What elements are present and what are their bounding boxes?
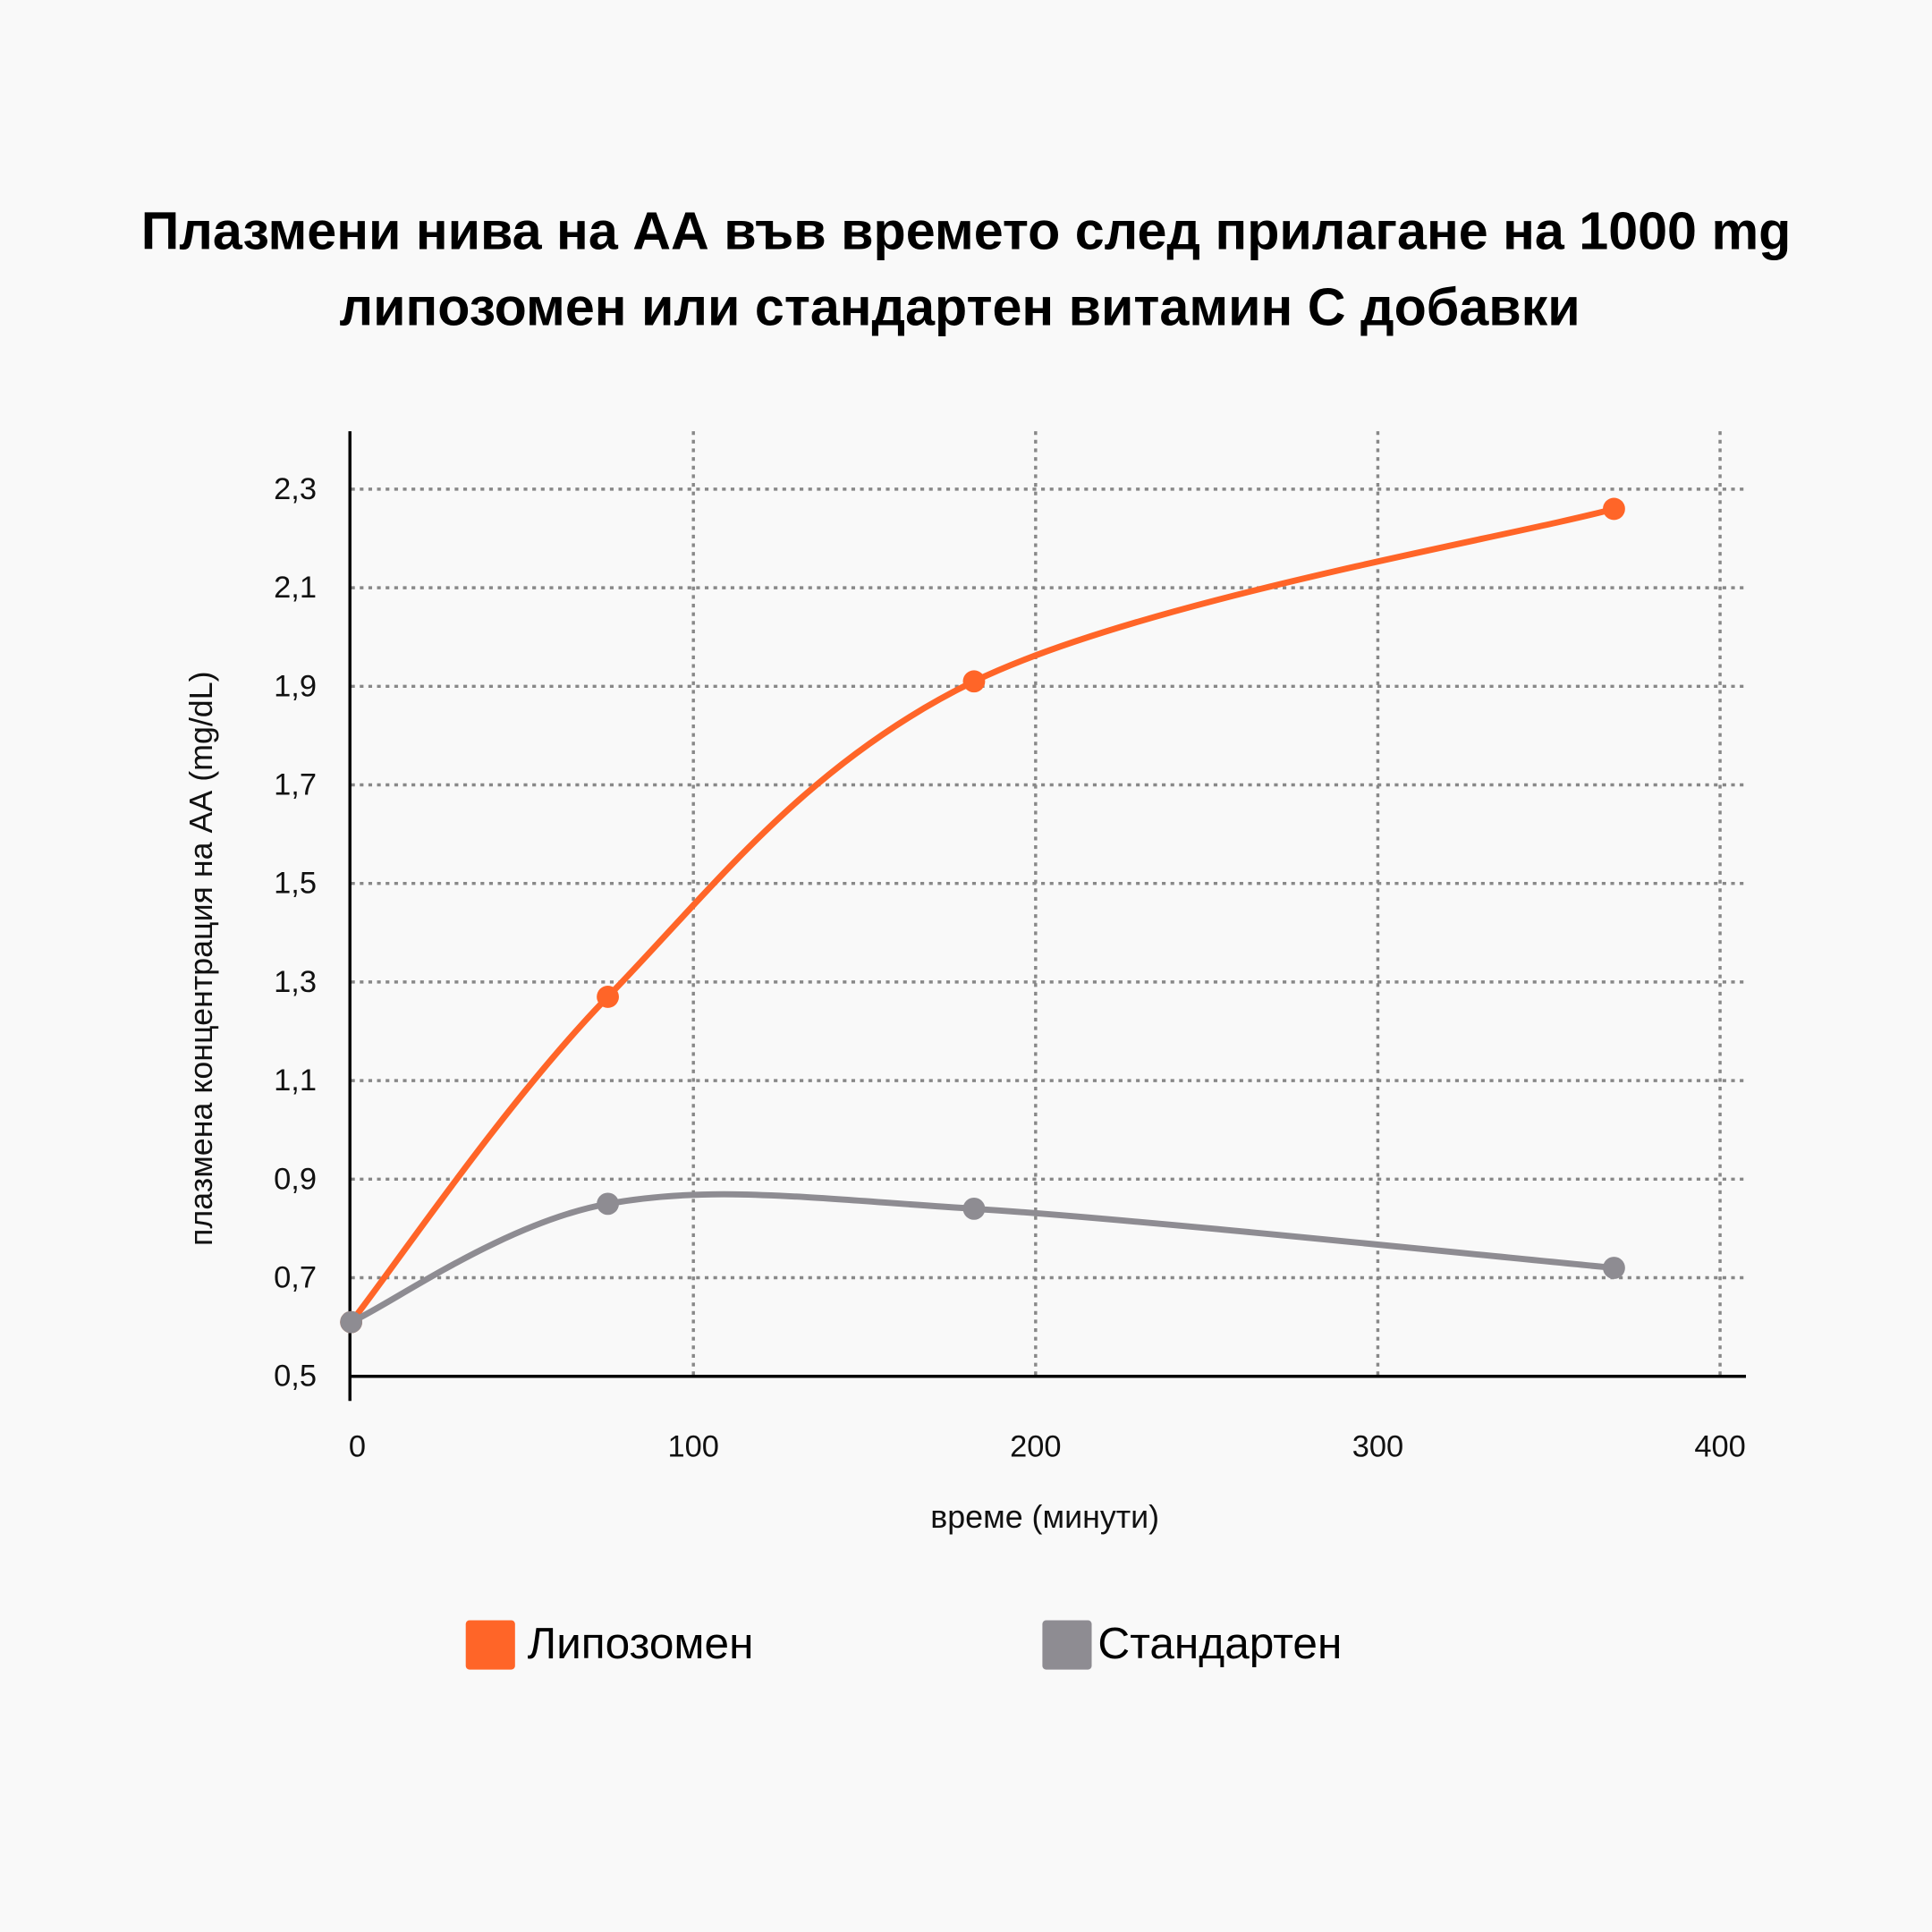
series-line-0 bbox=[348, 505, 1615, 1325]
grid bbox=[351, 431, 1744, 1377]
x-tick-label: 300 bbox=[1352, 1429, 1403, 1463]
y-axis-label: плазмена концентрация на АА (mg/dL) bbox=[183, 671, 219, 1246]
y-tick-label: 1,5 bbox=[274, 867, 317, 901]
y-tick-label: 1,9 bbox=[274, 669, 317, 703]
data-point bbox=[962, 1197, 986, 1220]
legend-swatch-standard bbox=[1042, 1620, 1092, 1670]
x-tick-label: 200 bbox=[1010, 1429, 1061, 1463]
chart-title-line-2: липозомен или стандартен витамин С добав… bbox=[340, 277, 1580, 337]
data-point bbox=[340, 1310, 362, 1334]
legend-label-standard: Стандартен bbox=[1097, 1618, 1342, 1668]
y-tick-label: 2,3 bbox=[274, 472, 317, 506]
series-line-1 bbox=[350, 1191, 1614, 1326]
y-tick-label: 1,3 bbox=[274, 965, 317, 999]
y-tick-label: 0,9 bbox=[274, 1162, 317, 1196]
chart-title-line-1: Плазмени нива на АА във времето след при… bbox=[141, 200, 1792, 260]
y-tick-label: 1,7 bbox=[274, 768, 317, 802]
y-tick-label: 2,1 bbox=[274, 571, 317, 605]
data-point bbox=[1603, 1257, 1625, 1279]
y-tick-label: 0,7 bbox=[274, 1261, 317, 1295]
tick-labels: 0 100 200 300 400 0,5 0,7 0,9 1,1 1,3 1,5 1,7 1,9 2,1… bbox=[274, 472, 1746, 1463]
data-point bbox=[597, 1192, 619, 1216]
y-tick-label: 1,1 bbox=[274, 1063, 317, 1097]
legend-label-liposomal: Липозомен bbox=[528, 1618, 754, 1668]
y-tick-label: 0,5 bbox=[274, 1360, 317, 1394]
legend: Липозомен Стандартен bbox=[465, 1618, 1342, 1670]
series bbox=[340, 497, 1625, 1334]
legend-swatch-liposomal bbox=[465, 1620, 515, 1670]
x-tick-label: 0 bbox=[349, 1429, 366, 1463]
data-point bbox=[1603, 497, 1625, 521]
x-tick-label: 400 bbox=[1694, 1429, 1745, 1463]
data-point bbox=[597, 986, 619, 1008]
x-axis-label: време (минути) bbox=[930, 1499, 1159, 1535]
data-point bbox=[962, 670, 986, 693]
x-tick-label: 100 bbox=[667, 1429, 718, 1463]
